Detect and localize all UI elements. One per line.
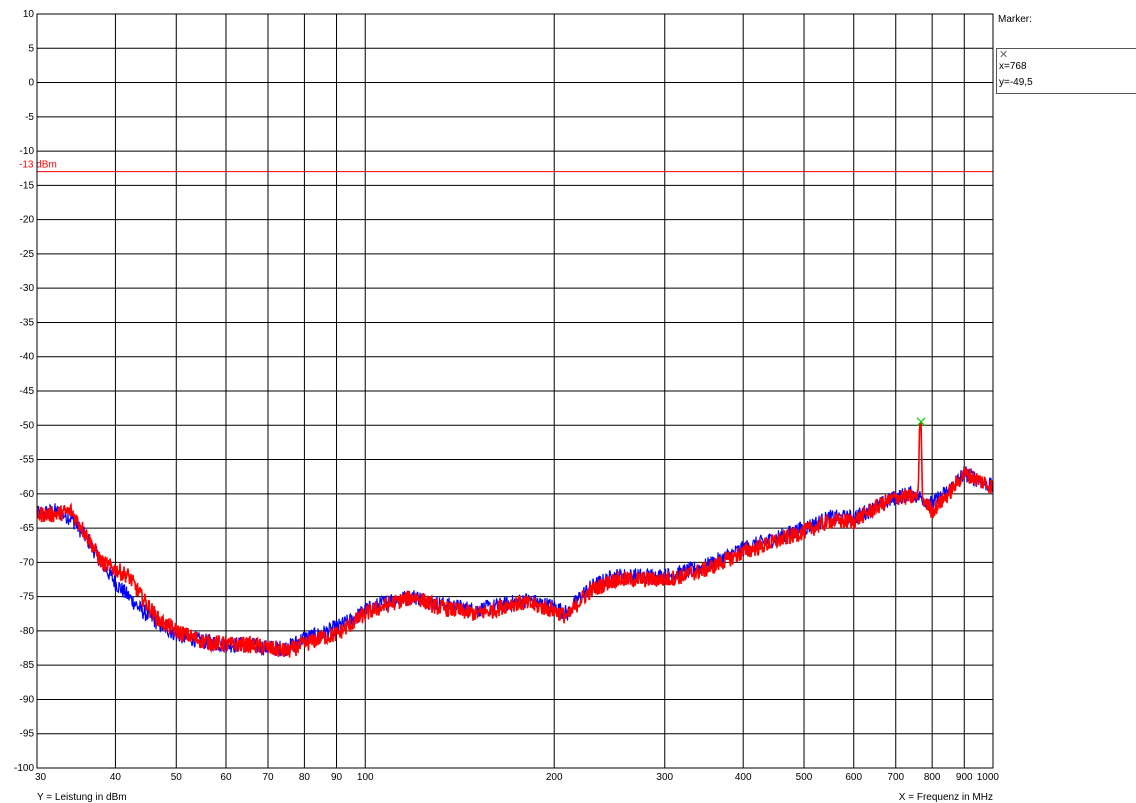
y-tick-label: -35	[20, 317, 35, 328]
marker-panel: Marker: ✕ x=768 y=-49,5	[996, 12, 1136, 94]
x-tick-label: 600	[845, 772, 862, 783]
y-tick-label: -45	[20, 386, 35, 397]
y-tick-label: -70	[20, 557, 35, 568]
y-tick-label: -85	[20, 660, 35, 671]
y-tick-labels: 10 5 0 -5 -10 -15 -20 -25 -30 -35 -40 -45 -50 -55 -60 -…	[14, 9, 34, 774]
x-tick-label: 100	[357, 772, 374, 783]
series-line-2	[36, 421, 994, 658]
x-tick-label: 90	[331, 772, 343, 783]
y-tick-label: 0	[28, 78, 34, 89]
x-tick-label: 30	[35, 772, 47, 783]
x-tick-label: 200	[546, 772, 563, 783]
y-tick-label: -60	[20, 489, 35, 500]
marker-point	[916, 417, 926, 427]
x-tick-label: 300	[656, 772, 673, 783]
y-tick-label: -55	[20, 455, 35, 466]
x-tick-label: 80	[299, 772, 311, 783]
y-tick-label: -90	[20, 694, 35, 705]
x-tick-label: 900	[956, 772, 973, 783]
x-tick-label: 40	[110, 772, 122, 783]
x-axis-label: X = Frequenz in MHz	[899, 792, 993, 803]
y-tick-label: -95	[20, 729, 35, 740]
series-group	[36, 421, 994, 658]
y-tick-label: 5	[28, 43, 34, 54]
marker-cross-icon: ✕	[999, 49, 1009, 61]
x-tick-labels: 30 40 50 60 70 80 90 100 200 300 400 500 600 700 800 90…	[35, 772, 999, 783]
reference-line-label: -13 dBm	[19, 160, 57, 171]
y-tick-label: -10	[20, 146, 35, 157]
x-tick-label: 700	[887, 772, 904, 783]
y-tick-label: -75	[20, 592, 35, 603]
grid	[36, 13, 994, 769]
plot-frame	[36, 13, 994, 769]
marker-panel-title: Marker:	[998, 14, 1032, 25]
y-tick-label: -40	[20, 352, 35, 363]
y-tick-label: -20	[20, 215, 35, 226]
x-tick-label: 50	[171, 772, 183, 783]
y-tick-label: -30	[20, 283, 35, 294]
y-tick-label: -80	[20, 626, 35, 637]
y-tick-label: -65	[20, 523, 35, 534]
x-tick-label: 400	[735, 772, 752, 783]
marker-group	[916, 417, 926, 427]
x-tick-label: 500	[796, 772, 813, 783]
marker-x-value: x=768	[999, 61, 1027, 72]
reference-line-group: -13 dBm	[19, 160, 993, 173]
x-tick-label: 70	[262, 772, 274, 783]
y-tick-label: -100	[14, 763, 34, 774]
y-tick-label: -25	[20, 249, 35, 260]
x-tick-label: 800	[924, 772, 941, 783]
marker-readout-box: ✕ x=768 y=-49,5	[996, 48, 1136, 94]
y-tick-label: -50	[20, 420, 35, 431]
x-tick-label: 1000	[977, 772, 1000, 783]
y-axis-label: Y = Leistung in dBm	[37, 792, 127, 803]
y-tick-label: -5	[25, 112, 34, 123]
x-tick-label: 60	[220, 772, 232, 783]
y-tick-label: 10	[23, 9, 35, 20]
marker-y-value: y=-49,5	[999, 77, 1033, 88]
y-tick-label: -15	[20, 180, 35, 191]
